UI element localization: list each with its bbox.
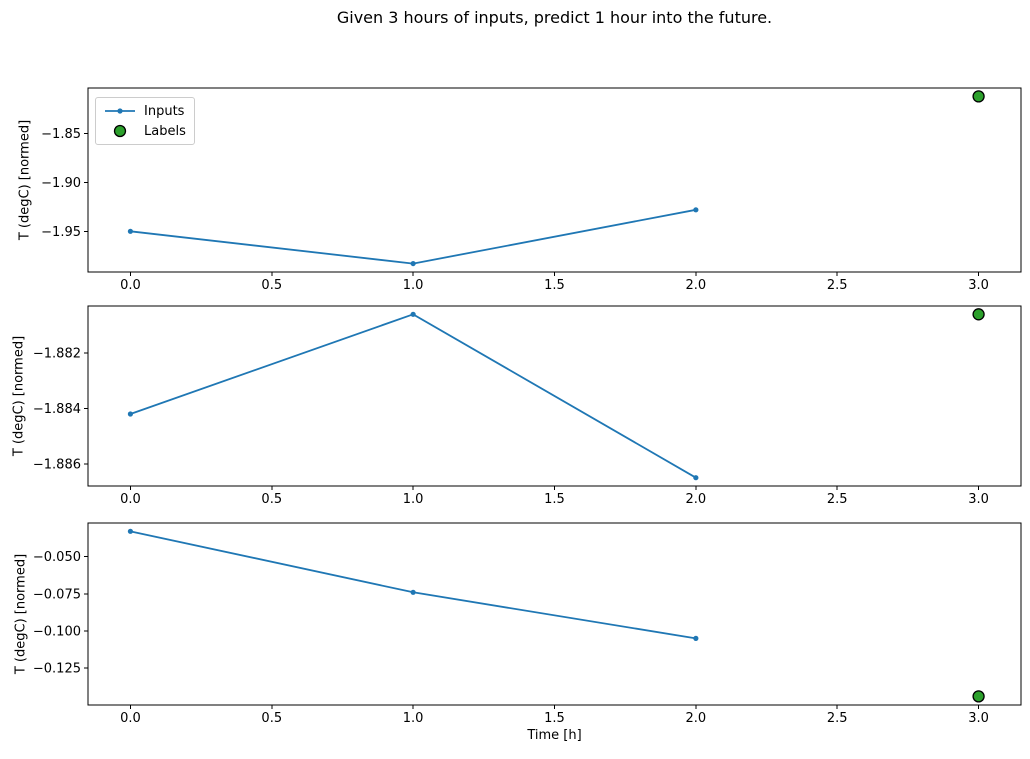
legend: Inputs Labels [95,97,195,145]
plot-frame [87,87,1022,273]
x-axis-label: Time [h] [527,728,582,743]
x-tick-label: 1.5 [544,492,565,507]
inputs-line [129,208,697,265]
x-tick-label: 2.0 [686,492,707,507]
y-tick-label: −0.100 [33,624,81,639]
inputs-line-swatch-icon [102,104,138,118]
inputs-point [410,589,416,595]
legend-label-inputs: Inputs [144,103,185,119]
x-tick-label: 1.0 [403,711,424,726]
legend-item-labels: Labels [102,121,188,141]
inputs-point [127,528,134,534]
inputs-point [693,635,699,641]
x-tick-label: 0.0 [120,711,141,726]
inputs-line [129,530,697,640]
inputs-point [127,228,134,234]
x-tick-label: 2.0 [686,711,707,726]
labels-point [972,308,985,321]
y-tick-label: −0.050 [33,550,81,565]
y-tick-label: −1.884 [33,402,81,417]
y-tick-label: −1.882 [33,347,81,362]
inputs-point [693,207,699,213]
figure-title: Given 3 hours of inputs, predict 1 hour … [336,8,773,27]
x-tick-label: 0.5 [261,492,282,507]
x-tick-label: 0.5 [261,711,282,726]
inputs-point [410,311,416,317]
y-tick-label: −0.125 [33,662,81,677]
x-tick-label: 0.5 [261,278,282,293]
y-axis-label-2: T (degC) [normed] [11,335,27,457]
y-tick-label: −1.886 [33,457,81,472]
x-tick-label: 2.5 [827,711,848,726]
labels-dot-swatch-icon [102,123,138,139]
x-tick-label: 1.0 [403,278,424,293]
x-tick-label: 2.5 [827,278,848,293]
inputs-point [127,411,134,417]
x-tick-label: 2.0 [686,278,707,293]
y-axis-label-1: T (degC) [normed] [17,119,33,241]
plot-frame [87,522,1022,706]
y-tick-label: −1.95 [41,225,81,240]
inputs-point [410,260,416,267]
x-tick-label: 0.0 [120,492,141,507]
inputs-line [129,313,697,479]
legend-item-inputs: Inputs [102,101,188,121]
y-axis-label-3: T (degC) [normed] [13,553,29,675]
y-tick-label: −1.90 [41,176,81,191]
y-tick-label: −1.85 [41,127,81,142]
x-tick-label: 3.0 [968,492,989,507]
labels-point [972,90,985,103]
x-tick-label: 1.5 [544,711,565,726]
x-tick-label: 3.0 [968,278,989,293]
x-tick-label: 0.0 [120,278,141,293]
x-tick-label: 1.5 [544,278,565,293]
x-tick-label: 2.5 [827,492,848,507]
labels-point [972,690,985,703]
inputs-point [693,475,699,481]
y-tick-label: −0.075 [33,587,81,602]
x-tick-label: 1.0 [403,492,424,507]
x-tick-label: 3.0 [968,711,989,726]
legend-label-labels: Labels [144,123,186,139]
